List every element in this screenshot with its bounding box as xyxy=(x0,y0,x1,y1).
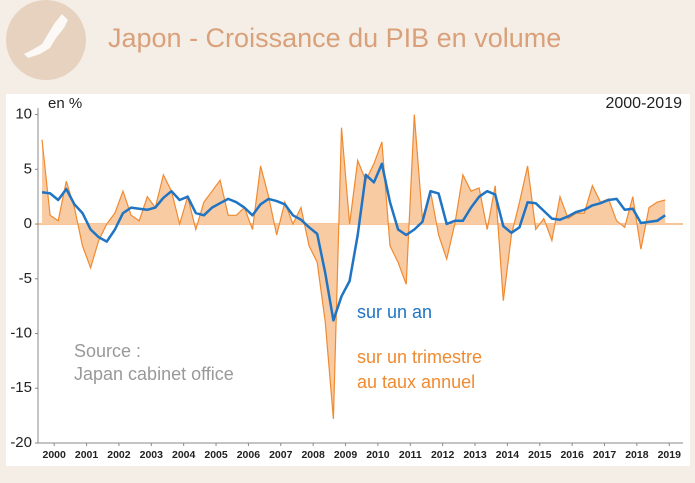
x-tick-label: 2018 xyxy=(625,449,649,461)
plot-panel xyxy=(6,94,690,466)
x-tick-label: 2017 xyxy=(593,449,617,461)
series-label: sur un an xyxy=(357,302,432,322)
x-tick-label: 2004 xyxy=(172,449,196,461)
x-tick-label: 2002 xyxy=(107,449,131,461)
y-tick-label: -5 xyxy=(19,270,32,287)
x-tick-label: 2001 xyxy=(75,449,99,461)
x-tick-label: 2009 xyxy=(334,449,358,461)
x-tick-label: 2010 xyxy=(366,449,390,461)
x-tick-label: 2000 xyxy=(43,449,67,461)
x-tick-label: 2016 xyxy=(560,449,584,461)
y-tick-label: -20 xyxy=(10,434,32,451)
x-tick-label: 2005 xyxy=(204,449,228,461)
series-line xyxy=(41,162,666,322)
x-tick-label: 2008 xyxy=(301,449,325,461)
y-tick-label: -15 xyxy=(10,379,32,396)
x-tick-label: 2014 xyxy=(496,449,520,461)
y-tick-label: 0 xyxy=(24,215,32,232)
series-label: sur un trimestre xyxy=(357,347,482,367)
source-label: Source : xyxy=(74,341,141,361)
area-line xyxy=(41,114,666,419)
x-tick-label: 2006 xyxy=(237,449,261,461)
x-tick-label: 2015 xyxy=(528,449,552,461)
x-tick-label: 2011 xyxy=(399,449,422,461)
japan-icon xyxy=(24,14,68,58)
source-box xyxy=(60,330,302,396)
x-tick-label: 2019 xyxy=(658,449,682,461)
y-tick-label: -10 xyxy=(10,324,32,341)
series-label: au taux annuel xyxy=(357,372,475,392)
y-axis-unit: en % xyxy=(48,95,82,112)
x-tick-label: 2012 xyxy=(431,449,455,461)
x-tick-label: 2007 xyxy=(269,449,293,461)
x-tick-label: 2003 xyxy=(140,449,164,461)
period-label: 2000-2019 xyxy=(605,95,682,112)
y-tick-label: 5 xyxy=(24,160,32,177)
y-tick-label: 10 xyxy=(15,106,32,123)
chart-title: Japon - Croissance du PIB en volume xyxy=(108,23,561,53)
x-tick-label: 2013 xyxy=(463,449,487,461)
source-text: Japan cabinet office xyxy=(74,364,234,384)
